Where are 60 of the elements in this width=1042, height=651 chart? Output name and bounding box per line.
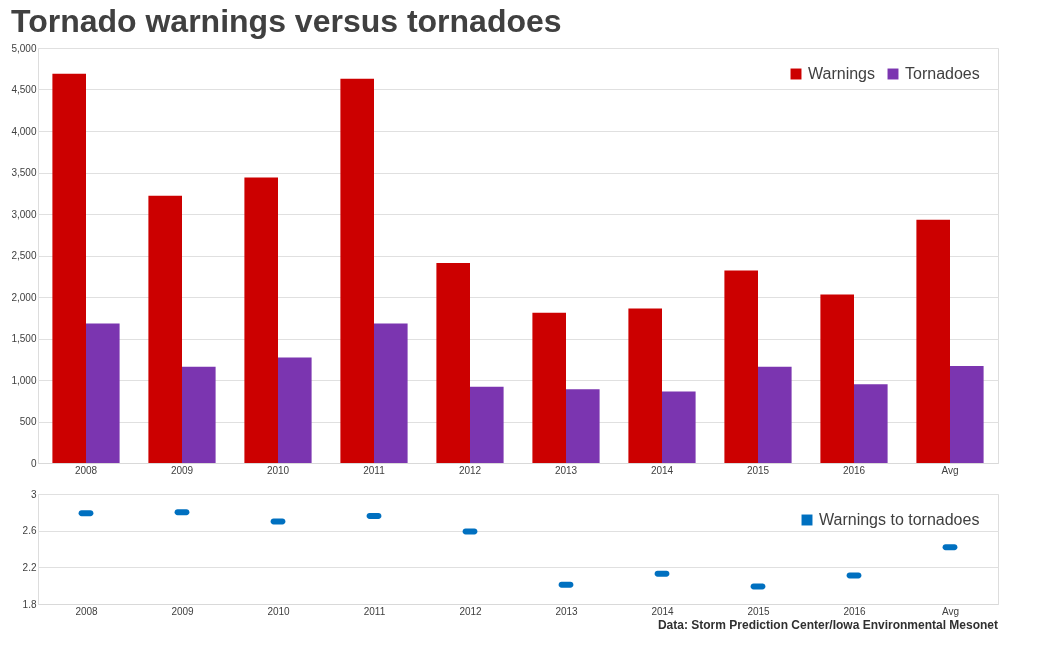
x-tick-label: 2008 bbox=[74, 464, 98, 476]
bar bbox=[52, 73, 86, 463]
legend-label: Warnings to tornadoes bbox=[819, 511, 980, 528]
x-tick-label: 2010 bbox=[267, 605, 291, 617]
y-tick-label: 3 bbox=[30, 488, 37, 500]
legend-label: Tornadoes bbox=[905, 65, 980, 82]
x-tick-label: 2008 bbox=[75, 605, 99, 617]
x-tick-label: 2010 bbox=[266, 464, 290, 476]
bar bbox=[470, 386, 504, 463]
bar bbox=[820, 294, 854, 463]
bar bbox=[628, 308, 662, 463]
y-tick-label: 5,000 bbox=[11, 42, 37, 54]
x-tick-label: 2011 bbox=[363, 605, 386, 617]
bar bbox=[532, 312, 566, 463]
bar bbox=[374, 323, 408, 463]
bar bbox=[662, 391, 696, 463]
x-tick-label: 2011 bbox=[363, 464, 386, 476]
bar bbox=[436, 262, 470, 463]
bar bbox=[278, 357, 312, 463]
bar bbox=[854, 384, 888, 463]
x-tick-label: 2014 bbox=[650, 464, 674, 476]
x-tick-label: 2013 bbox=[554, 464, 578, 476]
y-tick-label: 4,500 bbox=[11, 84, 37, 95]
bar bbox=[148, 195, 182, 463]
chart-title: Tornado warnings versus tornadoes bbox=[10, 3, 562, 39]
bar bbox=[182, 366, 216, 463]
y-tick-label: 3,000 bbox=[11, 208, 37, 220]
y-tick-label: 2,500 bbox=[11, 250, 37, 261]
y-tick-label: 2,000 bbox=[11, 291, 37, 303]
y-tick-label: 500 bbox=[19, 416, 37, 427]
x-tick-label: 2009 bbox=[170, 464, 194, 476]
bar bbox=[244, 177, 278, 463]
y-tick-label: 1,000 bbox=[11, 374, 37, 386]
bar bbox=[724, 270, 758, 463]
x-tick-label: 2013 bbox=[555, 605, 579, 617]
text: Data: Storm Prediction Center/Iowa Environmental Mesonet bbox=[657, 618, 998, 632]
x-tick-label: 2009 bbox=[171, 605, 195, 617]
y-tick-label: 0 bbox=[30, 457, 37, 469]
bar bbox=[950, 365, 984, 463]
y-tick-label: 1.8 bbox=[22, 598, 37, 610]
bar bbox=[86, 323, 120, 463]
x-tick-label: 2016 bbox=[842, 464, 866, 476]
x-tick-label: 2012 bbox=[459, 605, 483, 617]
y-tick-label: 3,500 bbox=[11, 167, 37, 178]
y-tick-label: 1,500 bbox=[11, 333, 37, 344]
bar bbox=[916, 219, 950, 463]
bar bbox=[566, 389, 600, 463]
x-tick-label: 2014 bbox=[651, 605, 675, 617]
x-tick-label: Avg bbox=[941, 605, 960, 617]
x-tick-label: 2015 bbox=[747, 605, 771, 617]
x-tick-label: 2015 bbox=[746, 464, 770, 476]
y-tick-label: 2.6 bbox=[22, 525, 37, 537]
x-tick-label: 2016 bbox=[843, 605, 867, 617]
y-tick-label: 2.2 bbox=[22, 561, 37, 573]
y-tick-label: 4,000 bbox=[11, 125, 37, 137]
bar bbox=[340, 78, 374, 463]
x-tick-label: Avg bbox=[941, 464, 959, 476]
legend-label: Warnings bbox=[808, 65, 875, 82]
bar bbox=[758, 366, 792, 463]
x-tick-label: 2012 bbox=[458, 464, 482, 476]
